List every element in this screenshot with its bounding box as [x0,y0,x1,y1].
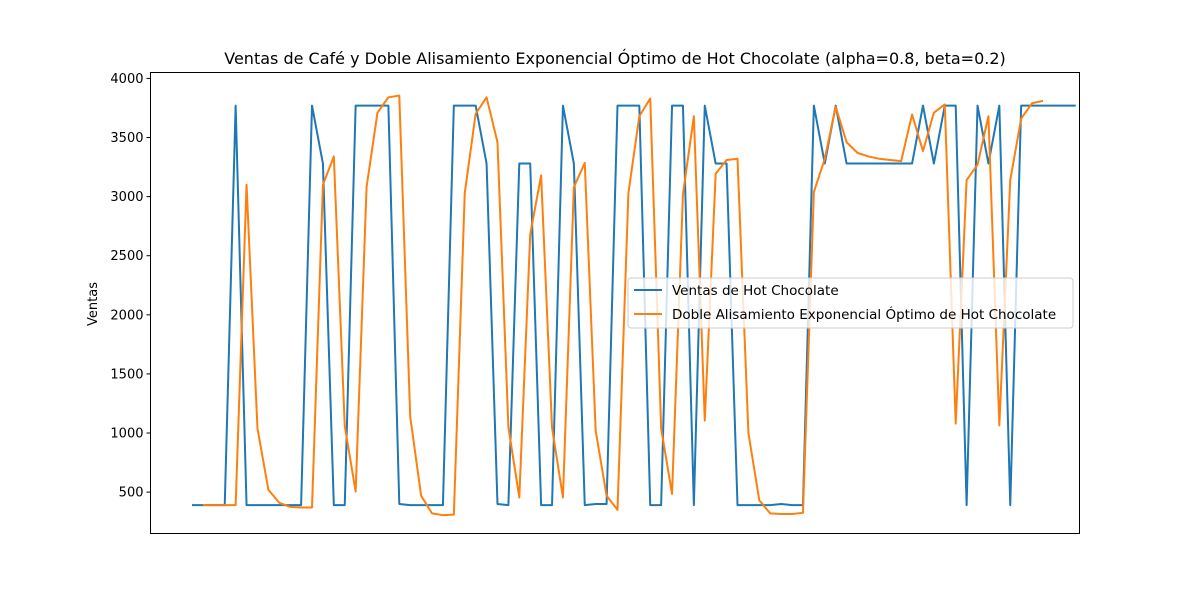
y-tick-label: 500 [119,486,144,501]
legend-box [627,277,1074,329]
legend-label-smoothing: Doble Alisamiento Exponencial Óptimo de … [672,305,1056,323]
y-tick-label: 3000 [110,190,143,205]
y-tick-label: 2000 [110,308,143,323]
y-axis-label: Ventas [86,282,101,326]
plot-frame [150,72,1080,534]
y-tick-label: 1500 [110,367,143,382]
legend: Ventas de Hot Chocolate Doble Alisamient… [627,277,1074,329]
y-tick-label: 3500 [110,131,143,146]
legend-label-hot-chocolate: Ventas de Hot Chocolate [672,283,839,299]
series-line-1 [202,94,1044,517]
y-tick-label: 1000 [110,427,143,442]
chart-title: Ventas de Café y Doble Alisamiento Expon… [224,49,1006,68]
series-layer [192,94,1076,517]
y-tick-label: 2500 [110,249,143,264]
y-axis-ticks: 500 1000 1500 2000 2500 3000 3500 4000 [110,72,151,501]
y-tick-label: 4000 [110,72,143,87]
